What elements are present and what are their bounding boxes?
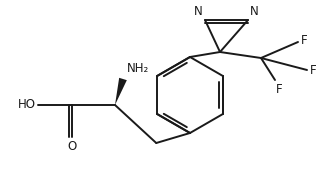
Text: O: O	[68, 140, 77, 153]
Text: N: N	[194, 5, 203, 18]
Text: F: F	[310, 63, 317, 76]
Text: HO: HO	[18, 98, 36, 112]
Polygon shape	[115, 78, 127, 105]
Text: F: F	[301, 34, 307, 48]
Text: NH₂: NH₂	[127, 62, 149, 75]
Text: F: F	[276, 83, 283, 96]
Text: N: N	[250, 5, 259, 18]
